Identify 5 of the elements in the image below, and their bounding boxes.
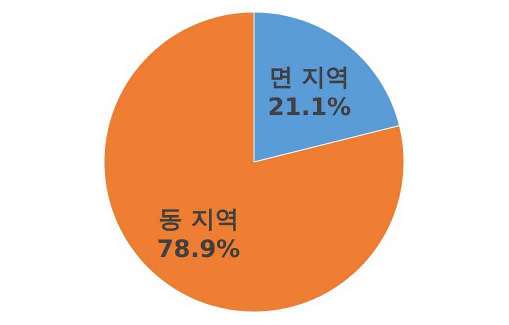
slice-label: 면 지역 [269, 63, 350, 92]
data-label: 78.9% [156, 234, 240, 263]
data-label: 21.1% [268, 93, 352, 122]
slice-label: 동 지역 [158, 204, 239, 233]
pie-slice [104, 12, 404, 312]
